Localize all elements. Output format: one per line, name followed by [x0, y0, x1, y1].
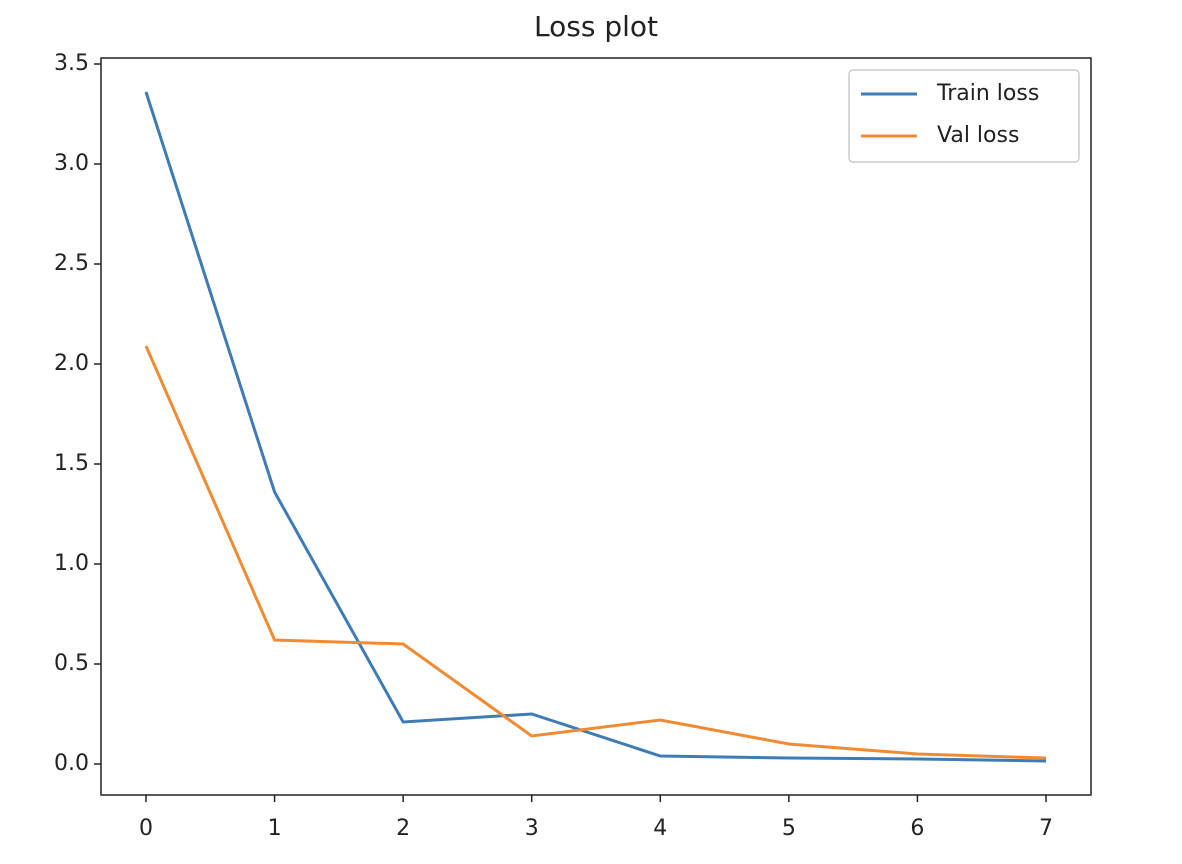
x-tick-label: 0 [139, 816, 153, 841]
y-tick-label: 2.0 [54, 351, 89, 376]
x-tick-label: 3 [525, 816, 539, 841]
x-tick-label: 7 [1039, 816, 1053, 841]
y-tick-label: 3.5 [54, 51, 89, 76]
y-tick-label: 0.5 [54, 651, 89, 676]
x-tick-label: 1 [268, 816, 282, 841]
y-tick-label: 1.0 [54, 551, 89, 576]
y-tick-label: 0.0 [54, 751, 89, 776]
x-tick-label: 2 [396, 816, 410, 841]
x-tick-label: 4 [653, 816, 667, 841]
y-tick-label: 1.5 [54, 451, 89, 476]
series-line [144, 345, 1047, 760]
legend-label: Train loss [936, 81, 1039, 106]
x-tick-label: 5 [782, 816, 796, 841]
series-line [144, 91, 1047, 763]
axes-frame [100, 57, 1092, 796]
y-tick-label: 3.0 [54, 151, 89, 176]
chart-title: Loss plot [534, 10, 658, 43]
y-tick-label: 2.5 [54, 251, 89, 276]
x-tick-label: 6 [910, 816, 924, 841]
legend-label: Val loss [937, 123, 1019, 148]
